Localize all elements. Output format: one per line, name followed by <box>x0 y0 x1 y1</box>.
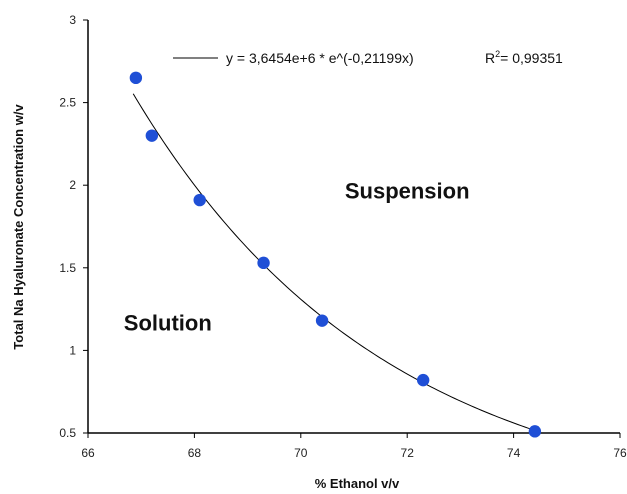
region-label-solution: Solution <box>124 311 212 336</box>
data-point <box>257 256 270 270</box>
x-tick-label: 72 <box>401 446 415 460</box>
data-point <box>528 425 542 438</box>
y-tick-label: 2.5 <box>59 96 76 110</box>
x-axis-title: % Ethanol v/v <box>315 476 400 491</box>
x-tick-label: 70 <box>294 446 308 460</box>
data-point <box>416 373 430 387</box>
data-point <box>193 193 206 207</box>
x-tick-label: 76 <box>613 446 627 460</box>
y-tick-label: 0.5 <box>59 426 76 440</box>
y-axis-title: Total Na Hyaluronate Concentration w/v <box>11 104 26 350</box>
fit-curve <box>132 93 536 431</box>
y-tick-label: 2 <box>69 178 76 192</box>
data-point <box>315 314 329 327</box>
data-point <box>129 71 143 85</box>
fit-equation: y = 3,6454e+6 * e^(-0,21199x) <box>226 50 414 66</box>
r-squared: R2= 0,99351 <box>485 49 563 66</box>
x-tick-label: 74 <box>507 446 521 460</box>
legend: y = 3,6454e+6 * e^(-0,21199x) R2= 0,9935… <box>173 49 563 66</box>
y-tick-label: 1.5 <box>59 261 76 275</box>
data-point <box>145 129 159 142</box>
y-tick-label: 3 <box>69 13 76 27</box>
region-label-suspension: Suspension <box>345 178 470 203</box>
x-tick-label: 68 <box>188 446 202 460</box>
y-tick-label: 1 <box>69 343 76 357</box>
x-tick-label: 66 <box>81 446 95 460</box>
